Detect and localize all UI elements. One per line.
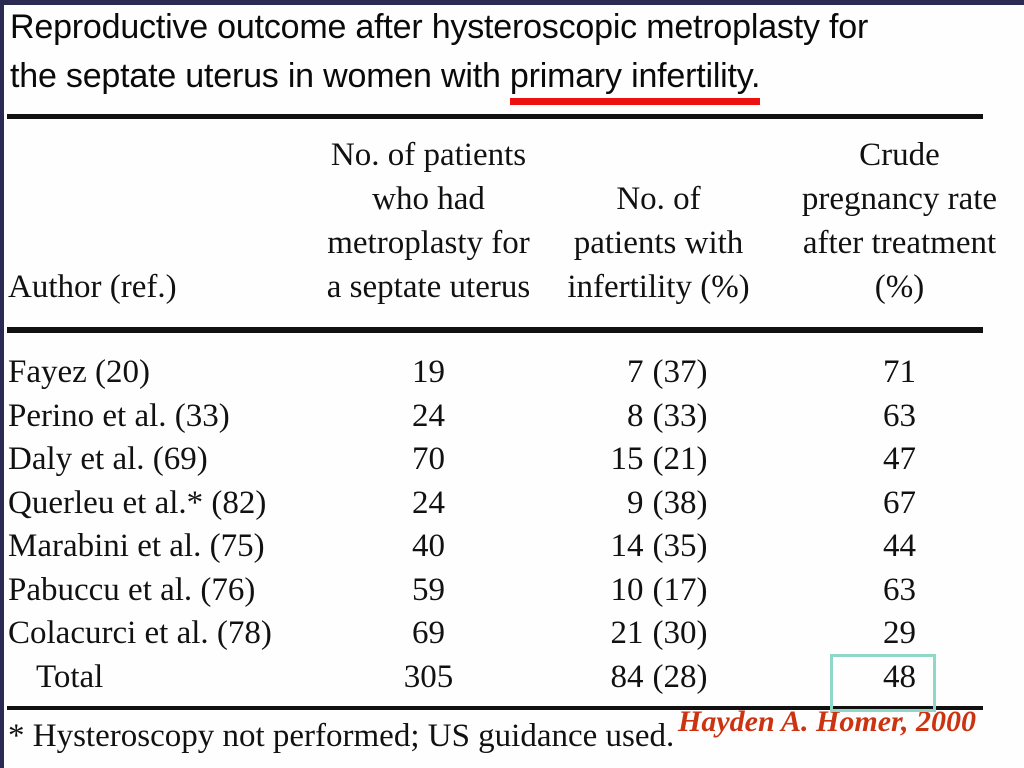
table-header-row: Author (ref.) No. of patients who had me… xyxy=(6,131,1013,309)
cell-author: Marabini et al. (75) xyxy=(8,528,265,564)
slide-frame-left xyxy=(0,0,4,768)
cell-infertility: 14 (35) xyxy=(531,525,786,569)
infertility-count: 21 xyxy=(610,615,644,651)
cell-metroplasty: 19 xyxy=(412,354,445,390)
cell-pregnancy-rate: 63 xyxy=(883,397,916,434)
cell-infertility: 10 (17) xyxy=(531,569,786,613)
cell-author: Daly et al. (69) xyxy=(8,441,208,477)
cell-author: Colacurci et al. (78) xyxy=(8,615,272,651)
infertility-count: 8 xyxy=(627,397,644,434)
infertility-percent: (28) xyxy=(652,658,708,695)
title-line2-prefix: the septate uterus in women with xyxy=(10,57,510,95)
divider-below-header xyxy=(7,327,983,333)
infertility-percent: (35) xyxy=(652,528,708,564)
cell-pregnancy-rate: 47 xyxy=(883,441,916,477)
cell-metroplasty: 40 xyxy=(412,528,445,564)
cell-infertility-total: 84 (28) xyxy=(531,656,786,700)
cell-infertility: 21 (30) xyxy=(531,612,786,656)
cell-author-total: Total xyxy=(36,658,104,695)
column-header-metroplasty: No. of patients who had metroplasty for … xyxy=(326,137,531,305)
infertility-percent: (21) xyxy=(652,441,708,477)
infertility-count: 84 xyxy=(610,658,644,695)
infertility-count: 10 xyxy=(610,571,644,608)
cell-metroplasty: 59 xyxy=(412,571,445,608)
cell-pregnancy-rate-total: 48 xyxy=(883,658,916,695)
cell-infertility: 7 (37) xyxy=(531,351,786,395)
cell-author: Perino et al. (33) xyxy=(8,397,230,434)
cell-infertility: 8 (33) xyxy=(531,395,786,439)
cell-pregnancy-rate: 44 xyxy=(883,528,916,564)
cell-author: Pabuccu et al. (76) xyxy=(8,571,256,608)
title-underlined-phrase: primary infertility. xyxy=(509,57,761,105)
cell-pregnancy-rate: 71 xyxy=(883,354,916,390)
cell-metroplasty: 24 xyxy=(412,397,445,434)
cell-metroplasty-total: 305 xyxy=(403,658,454,695)
infertility-count: 7 xyxy=(627,354,644,390)
table-footnote: * Hysteroscopy not performed; US guidanc… xyxy=(8,718,675,754)
cell-metroplasty: 69 xyxy=(412,615,445,651)
infertility-percent: (38) xyxy=(652,484,708,521)
infertility-percent: (17) xyxy=(652,571,708,608)
cell-infertility: 15 (21) xyxy=(531,438,786,482)
slide-frame-top xyxy=(0,0,1024,5)
table-body: Fayez (20) 19 7 (37) 71 Perino et al. (33… xyxy=(6,351,1013,699)
cell-metroplasty: 24 xyxy=(412,484,445,521)
cell-pregnancy-rate: 67 xyxy=(883,484,916,521)
cell-pregnancy-rate: 29 xyxy=(883,615,916,651)
infertility-count: 14 xyxy=(610,528,644,564)
cell-author: Fayez (20) xyxy=(8,354,151,390)
infertility-percent: (33) xyxy=(652,397,708,434)
highlight-box-total-rate xyxy=(830,654,936,712)
cell-author: Querleu et al.* (82) xyxy=(8,484,267,521)
divider-below-title xyxy=(7,114,983,119)
page-title: Reproductive outcome after hysteroscopic… xyxy=(10,3,1012,105)
cell-pregnancy-rate: 63 xyxy=(883,571,916,608)
column-header-author: Author (ref.) xyxy=(8,269,177,305)
title-line1: Reproductive outcome after hysteroscopic… xyxy=(10,8,869,46)
infertility-count: 9 xyxy=(627,484,644,521)
infertility-percent: (30) xyxy=(652,615,708,651)
infertility-percent: (37) xyxy=(652,354,708,390)
column-header-infertility: No. of patients with infertility (%) xyxy=(567,181,750,305)
cell-metroplasty: 70 xyxy=(412,441,445,477)
column-header-pregnancy-rate: Crude pregnancy rate after treatment (%) xyxy=(801,137,998,305)
infertility-count: 15 xyxy=(610,441,644,477)
cell-infertility: 9 (38) xyxy=(531,482,786,526)
divider-below-table xyxy=(7,706,983,710)
